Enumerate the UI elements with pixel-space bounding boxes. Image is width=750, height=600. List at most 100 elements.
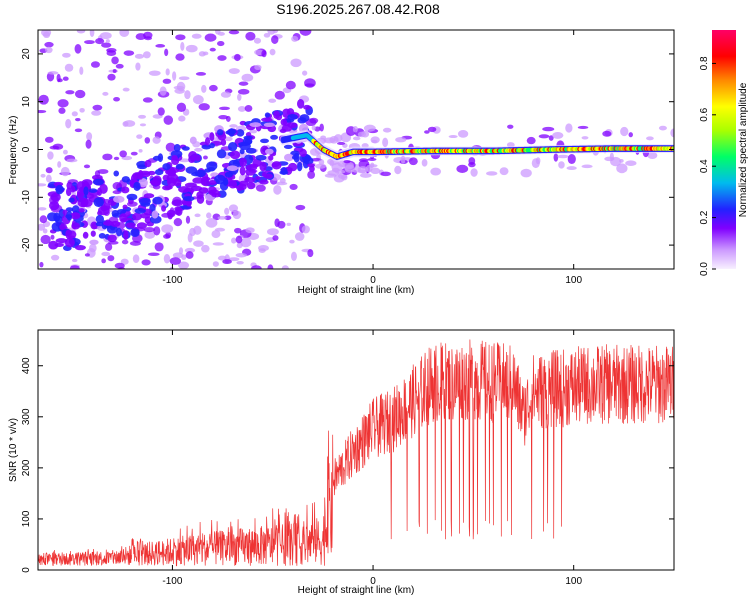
spectral-noise-blob: [64, 63, 74, 72]
spectral-clump: [270, 134, 279, 140]
spectral-clump: [133, 181, 141, 192]
spectral-noise-blob: [565, 123, 573, 133]
spectral-noise-blob: [164, 48, 169, 57]
spectral-noise-blob: [45, 167, 53, 174]
spectral-noise-blob: [85, 139, 92, 149]
spectral-noise-blob: [180, 41, 185, 51]
spectral-noise-blob: [195, 72, 207, 76]
spectral-clump: [283, 144, 293, 149]
spectral-clump: [89, 239, 99, 245]
spectral-clump: [132, 212, 143, 221]
spectral-noise-blob: [74, 43, 82, 54]
spectral-noise-blob: [363, 124, 376, 132]
spectral-clump: [224, 171, 233, 178]
spectral-noise-blob: [115, 63, 124, 69]
spectral-noise-blob: [92, 104, 103, 111]
spectral-noise-blob: [408, 157, 418, 166]
spectral-noise-blob: [57, 99, 69, 108]
spectral-noise-blob: [84, 253, 90, 257]
spectral-noise-blob: [123, 50, 135, 56]
spectral-noise-blob: [400, 155, 406, 164]
spectral-clump: [239, 157, 247, 167]
spectral-clump: [66, 181, 73, 190]
spectral-noise-blob: [71, 258, 78, 263]
top-y-axis-label: Frequency (Hz): [8, 116, 19, 185]
spectral-noise-blob: [40, 234, 51, 245]
spectral-noise-blob: [154, 242, 164, 252]
spectral-noise-blob: [157, 107, 165, 116]
spectral-noise-blob: [228, 30, 240, 35]
spectral-clump: [88, 188, 98, 193]
spectral-clump: [239, 166, 246, 176]
spectral-clump: [70, 212, 81, 220]
spectral-noise-blob: [217, 255, 227, 261]
spectral-noise-blob: [286, 222, 291, 227]
spectral-noise-blob: [65, 118, 72, 129]
spectral-noise-blob: [291, 35, 299, 42]
spectral-clump: [189, 136, 197, 145]
spectral-noise-blob: [201, 84, 207, 93]
spectral-clump: [211, 192, 221, 198]
spectral-noise-blob: [161, 224, 174, 234]
spectral-noise-blob: [148, 70, 161, 76]
spectral-noise-blob: [240, 237, 252, 248]
spectral-noise-blob: [209, 84, 218, 92]
snr-panel: -100 0 100 0 100 200 300 400 Height of straigh…: [8, 329, 675, 596]
spectral-clump: [194, 169, 206, 178]
spectral-clump: [162, 163, 171, 171]
spectral-noise-blob: [245, 31, 256, 41]
spectral-noise-blob: [106, 47, 117, 53]
spectral-noise-blob: [90, 61, 100, 68]
spectral-noise-blob: [581, 136, 589, 140]
bottom-x-tick-label: -100: [162, 576, 182, 587]
spectral-noise-blob: [201, 244, 210, 253]
spectral-clump: [208, 179, 217, 186]
spectral-clump: [255, 154, 267, 161]
spectral-noise-blob: [342, 161, 354, 170]
spectral-noise-blob: [57, 161, 62, 168]
spectral-noise-blob: [118, 266, 125, 269]
spectral-noise-blob: [163, 253, 171, 264]
spectral-noise-blob: [289, 239, 295, 244]
spectral-clump: [71, 222, 81, 230]
spectral-clump: [62, 209, 68, 216]
spectral-noise-blob: [225, 115, 231, 122]
spectral-noise-blob: [602, 130, 612, 137]
spectral-noise-blob: [566, 166, 577, 171]
spectral-noise-blob: [268, 98, 277, 103]
spectral-noise-blob: [50, 254, 60, 261]
spectral-clump: [260, 138, 269, 144]
spectral-noise-blob: [249, 129, 258, 134]
spectral-noise-blob: [189, 227, 196, 237]
spectral-noise-blob: [71, 111, 78, 117]
spectral-noise-blob: [567, 154, 576, 165]
spectral-noise-blob: [307, 170, 316, 179]
bottom-y-axis-label: SNR (10 * v/v): [8, 418, 19, 482]
spectral-noise-blob: [203, 155, 208, 160]
spectral-clump: [229, 150, 241, 160]
spectral-noise-blob: [198, 103, 210, 111]
spectral-noise-blob: [119, 30, 130, 37]
spectral-clump: [261, 117, 273, 122]
spectral-clump: [185, 166, 198, 174]
spectral-noise-blob: [102, 91, 109, 96]
spectral-noise-blob: [526, 136, 536, 145]
spectral-noise-blob: [113, 96, 120, 102]
spectral-noise-blob: [141, 259, 151, 266]
spectral-noise-blob: [212, 242, 224, 246]
spectral-clump: [78, 208, 85, 213]
spectral-noise-blob: [548, 135, 554, 141]
spectral-clump: [173, 143, 181, 152]
spectral-noise-blob: [552, 131, 564, 139]
spectral-clump: [65, 187, 72, 197]
spectral-clump: [244, 176, 256, 183]
spectral-clump: [98, 233, 106, 239]
spectral-noise-blob: [236, 261, 244, 265]
spectral-noise-blob: [101, 42, 112, 48]
spectral-noise-blob: [273, 184, 282, 195]
spectral-clump: [55, 238, 68, 244]
spectral-clump: [83, 186, 89, 196]
spectral-noise-blob: [318, 159, 325, 166]
spectral-noise-blob: [217, 215, 227, 220]
spectral-noise-blob: [232, 210, 242, 220]
